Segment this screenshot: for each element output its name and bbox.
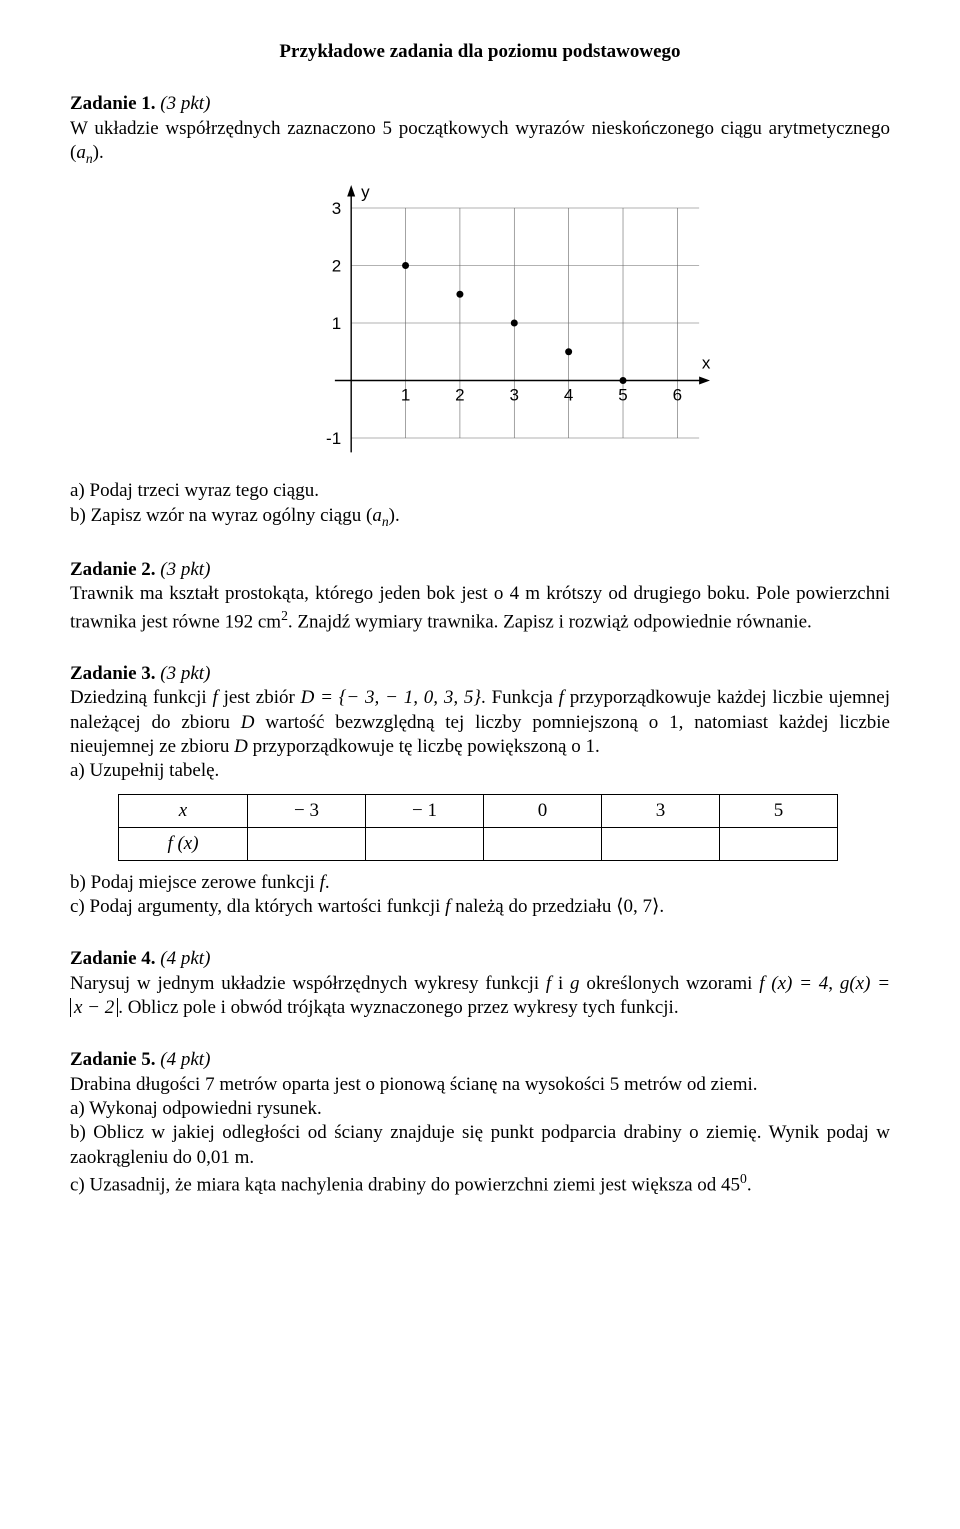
task3-b-b: . <box>325 872 330 893</box>
svg-text:-1: -1 <box>326 429 341 448</box>
svg-text:1: 1 <box>332 314 341 333</box>
task4-abs-inner: x − 2 <box>74 997 114 1018</box>
task1-heading: Zadanie 1. (3 pkt) <box>70 92 890 116</box>
svg-text:2: 2 <box>332 257 341 276</box>
table-row2-head: f (x) <box>119 827 248 860</box>
svg-text:3: 3 <box>332 199 341 218</box>
task4-points: (4 pkt) <box>160 948 210 969</box>
task1-seq-sub: n <box>86 151 93 166</box>
task5-heading: Zadanie 5. (4 pkt) <box>70 1048 890 1072</box>
page-title: Przykładowe zadania dla poziomu podstawo… <box>70 40 890 64</box>
svg-text:y: y <box>361 183 370 202</box>
task5-c: c) Uzasadnij, że miara kąta nachylenia d… <box>70 1170 890 1198</box>
table-cell: − 1 <box>366 794 484 827</box>
task3-interval-open: ⟨ <box>616 896 623 917</box>
svg-text:4: 4 <box>564 386 573 405</box>
task5-c-b: . <box>747 1174 752 1195</box>
task1-b-seq-right: ). <box>389 505 400 526</box>
task3-a: a) Uzupełnij tabelę. <box>70 759 890 783</box>
task5-p1: Drabina długości 7 metrów oparta jest o … <box>70 1073 890 1097</box>
task5-c-a: c) Uzasadnij, że miara kąta nachylenia d… <box>70 1174 721 1195</box>
table-cell <box>366 827 484 860</box>
table-cell: − 3 <box>248 794 366 827</box>
task3-points: (3 pkt) <box>160 663 210 684</box>
task1-intro: W układzie współrzędnych zaznaczono 5 po… <box>70 117 890 168</box>
task3-Deq: D = {− 3, − 1, 0, 3, 5} <box>301 687 481 708</box>
task4-body: Narysuj w jednym układzie współrzędnych … <box>70 972 890 1021</box>
svg-text:1: 1 <box>401 386 410 405</box>
task4-pb: określonych wzorami <box>580 973 760 994</box>
task3-p1b: jest zbiór <box>218 687 301 708</box>
table-cell <box>248 827 366 860</box>
task1-chart-wrap: 1 2 3 4 5 6 -1 1 2 3 x y <box>290 175 730 475</box>
task4-heading: Zadanie 4. (4 pkt) <box>70 947 890 971</box>
task2-body-b: . Znajdź wymiary trawnika. Zapisz i rozw… <box>288 611 812 632</box>
task1-chart: 1 2 3 4 5 6 -1 1 2 3 x y <box>290 175 730 475</box>
task1-points: (3 pkt) <box>160 93 210 114</box>
task1-seq-right: ). <box>93 142 104 163</box>
table-row: x − 3 − 1 0 3 5 <box>119 794 838 827</box>
task3-p1c: . Funkcja <box>481 687 559 708</box>
task2-heading: Zadanie 2. (3 pkt) <box>70 558 890 582</box>
task5-b: b) Oblicz w jakiej odległości od ściany … <box>70 1121 890 1170</box>
table-cell: 3 <box>602 794 720 827</box>
task3-p1a: Dziedziną funkcji <box>70 687 212 708</box>
svg-text:2: 2 <box>455 386 464 405</box>
table-row: f (x) <box>119 827 838 860</box>
task4-abs: x − 2 <box>70 998 118 1017</box>
table-cell: 0 <box>484 794 602 827</box>
task5-a: a) Wykonaj odpowiedni rysunek. <box>70 1097 890 1121</box>
task3-p1f: przyporządkowuje tę liczbę powiększoną o… <box>248 736 600 757</box>
task1-number: Zadanie 1. <box>70 93 156 114</box>
task3-D2: D <box>234 736 248 757</box>
svg-text:6: 6 <box>673 386 682 405</box>
task3-b-a: b) Podaj miejsce zerowe funkcji <box>70 872 320 893</box>
page: Przykładowe zadania dla poziomu podstawo… <box>70 40 890 1197</box>
task4-pa: Narysuj w jednym układzie współrzędnych … <box>70 973 546 994</box>
task5-number: Zadanie 5. <box>70 1049 156 1070</box>
task1-b-seq-var: a <box>372 505 382 526</box>
task3-table: x − 3 − 1 0 3 5 f (x) <box>118 794 838 861</box>
task3-heading: Zadanie 3. (3 pkt) <box>70 662 890 686</box>
task1-seq-var: a <box>76 142 86 163</box>
task3-b: b) Podaj miejsce zerowe funkcji f. <box>70 871 890 895</box>
task2-points: (3 pkt) <box>160 559 210 580</box>
task4-and: i <box>551 973 570 994</box>
svg-text:3: 3 <box>510 386 519 405</box>
task3-interval: 0, 7 <box>624 896 653 917</box>
table-cell <box>484 827 602 860</box>
table-cell: 5 <box>720 794 838 827</box>
task3-c-c: . <box>659 896 664 917</box>
task1-b: b) Zapisz wzór na wyraz ogólny ciągu (an… <box>70 504 890 530</box>
task1-intro-text: W układzie współrzędnych zaznaczono 5 po… <box>70 118 890 139</box>
task1-a: a) Podaj trzeci wyraz tego ciągu. <box>70 479 890 503</box>
task1-b-prefix: b) Zapisz wzór na wyraz ogólny ciągu <box>70 505 366 526</box>
task4-eqg-lhs: g(x) = <box>840 973 890 994</box>
task3-D1: D <box>241 712 255 733</box>
task4-comma: , <box>828 973 840 994</box>
task1-b-seq-sub: n <box>382 513 389 528</box>
task3-body: Dziedziną funkcji f jest zbiór D = {− 3,… <box>70 686 890 759</box>
task2-number: Zadanie 2. <box>70 559 156 580</box>
task3-c-a: c) Podaj argumenty, dla których wartości… <box>70 896 445 917</box>
task3-number: Zadanie 3. <box>70 663 156 684</box>
svg-text:x: x <box>702 354 711 373</box>
table-cell <box>602 827 720 860</box>
task2-sup: 2 <box>281 608 288 623</box>
task4-pc: . Oblicz pole i obwód trójkąta wyznaczon… <box>118 997 678 1018</box>
table-row1-head: x <box>119 794 248 827</box>
task5-points: (4 pkt) <box>160 1049 210 1070</box>
task2-body: Trawnik ma kształt prostokąta, którego j… <box>70 582 890 634</box>
task3-c-b: należą do przedziału <box>450 896 616 917</box>
task3-c: c) Podaj argumenty, dla których wartości… <box>70 895 890 919</box>
svg-text:5: 5 <box>618 386 627 405</box>
table-cell <box>720 827 838 860</box>
task4-eqf: f (x) = 4 <box>759 973 828 994</box>
task5-angle-sup: 0 <box>740 1171 747 1186</box>
task4-g: g <box>570 973 580 994</box>
task4-number: Zadanie 4. <box>70 948 156 969</box>
task5-angle-val: 45 <box>721 1174 740 1195</box>
